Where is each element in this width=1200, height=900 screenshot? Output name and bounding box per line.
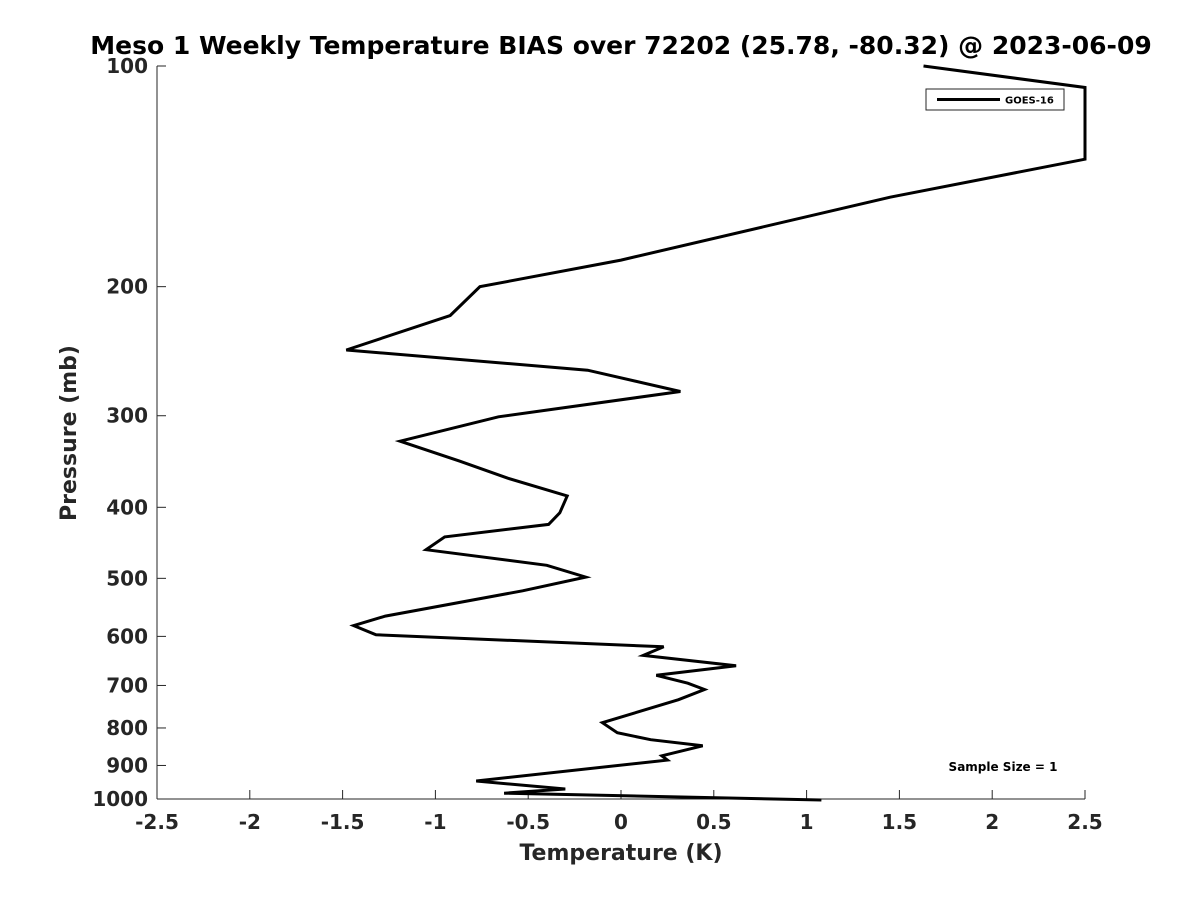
y-tick-label: 500 <box>106 566 148 590</box>
y-axis-label: Pressure (mb) <box>57 345 82 521</box>
y-tick-label: 100 <box>106 54 148 78</box>
y-tick-label: 800 <box>106 716 148 740</box>
legend: GOES-16 <box>925 88 1065 111</box>
chart-title: Meso 1 Weekly Temperature BIAS over 7220… <box>90 31 1151 60</box>
x-axis-ticks: -2.5 -2 -1.5 -1 -0.5 0 0.5 1 1.5 2 2.5 <box>135 790 1103 834</box>
x-tick-label: -2.5 <box>135 810 179 834</box>
y-axis-ticks: 100 200 300 400 500 600 700 800 900 1000 <box>92 54 166 811</box>
x-tick-label: -1.5 <box>321 810 365 834</box>
series-line-goes16 <box>345 64 1087 802</box>
x-tick-label: 0 <box>614 810 628 834</box>
x-tick-label: 2 <box>985 810 999 834</box>
x-tick-label: -0.5 <box>506 810 550 834</box>
x-axis-label: Temperature (K) <box>519 841 722 866</box>
sample-size-annotation: Sample Size = 1 <box>949 760 1058 774</box>
x-tick-label: 1 <box>800 810 814 834</box>
y-tick-label: 600 <box>106 624 148 648</box>
x-tick-label: 0.5 <box>696 810 731 834</box>
plot-area <box>157 66 1085 799</box>
x-tick-label: -2 <box>239 810 261 834</box>
y-tick-label: 900 <box>106 753 148 777</box>
x-tick-label: -1 <box>424 810 446 834</box>
x-tick-label: 2.5 <box>1067 810 1102 834</box>
legend-label-goes16: GOES-16 <box>1005 96 1054 107</box>
y-tick-label: 400 <box>106 495 148 519</box>
series-group <box>345 64 1087 802</box>
y-tick-label: 1000 <box>92 787 148 811</box>
y-tick-label: 200 <box>106 275 148 299</box>
y-tick-label: 300 <box>106 404 148 428</box>
y-tick-label: 700 <box>106 673 148 697</box>
x-tick-label: 1.5 <box>882 810 917 834</box>
